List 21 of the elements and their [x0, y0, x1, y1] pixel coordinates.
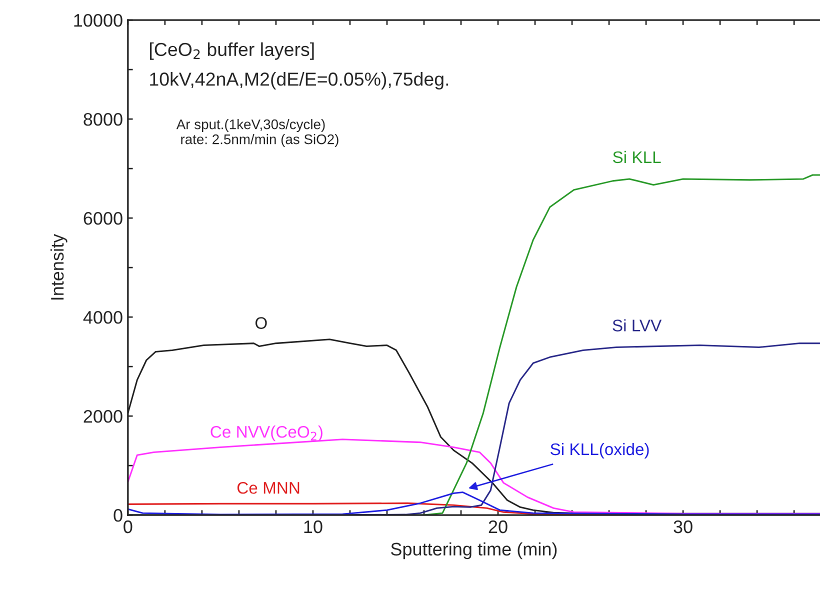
x-tick-label: 30 — [674, 520, 692, 534]
series-label: Si LVV — [612, 319, 662, 332]
y-tick-label: 0 — [114, 509, 122, 522]
y-axis-title: Intensity — [50, 234, 68, 300]
y-tick-label: 10000 — [74, 14, 122, 27]
y-tick-label: 6000 — [84, 212, 122, 225]
text: Si KLL(oxide) — [550, 442, 649, 458]
annotation: [CeO$_{2}$ buffer layers] — [150, 42, 314, 60]
y-tick-label: 4000 — [83, 311, 122, 324]
y-tick-label: 2000 — [84, 410, 122, 423]
series-label: Ce NVV(CeO$_{2}$) — [210, 426, 322, 442]
annotation: 10kV,42nA,M2(dE/E=0.05%),75deg. — [150, 72, 448, 90]
annotation: Ar sput.(1keV,30s/cycle) rate: 2.5nm/min (as SiO2) — [176, 119, 338, 147]
series-label: Si KLL — [613, 150, 661, 164]
series-label: Ce MNN — [237, 482, 300, 494]
series-label: O — [255, 317, 267, 329]
y-tick-label: 8000 — [84, 112, 122, 126]
x-tick-label: 10 — [304, 520, 322, 534]
x-axis-title: Sputtering time (min) — [391, 542, 557, 560]
x-tick-label: 0 — [124, 520, 132, 534]
x-tick-label: 20 — [488, 520, 508, 534]
